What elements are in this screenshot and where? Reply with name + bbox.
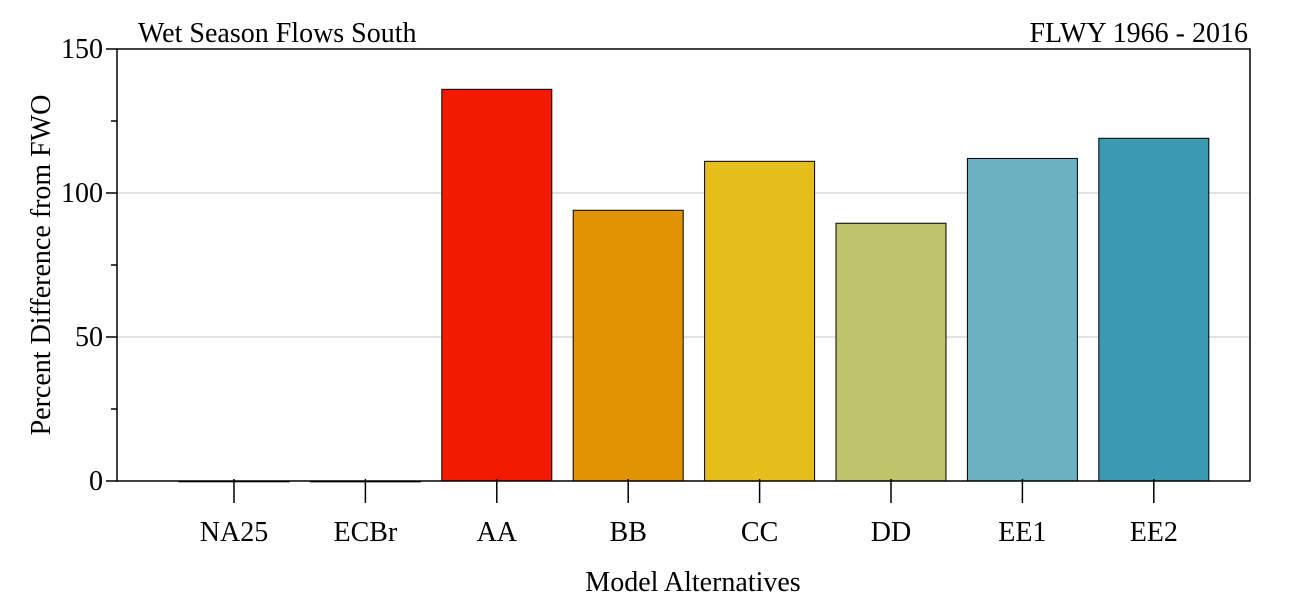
- bar-ee1: [966, 157, 1078, 482]
- bar-ee2: [1098, 137, 1210, 482]
- x-tick-label: CC: [741, 517, 778, 548]
- bar-bb: [572, 209, 684, 482]
- chart-subtitle: FLWY 1966 - 2016: [1029, 18, 1248, 49]
- x-tick-label: ECBr: [334, 517, 398, 548]
- x-tick-label: BB: [610, 517, 647, 548]
- bar-cc: [704, 160, 816, 482]
- bar-aa: [441, 88, 553, 482]
- x-axis-label: Model Alternatives: [585, 567, 800, 598]
- x-tick-label: DD: [871, 517, 911, 548]
- y-tick-label: 150: [61, 34, 103, 65]
- y-tick-label: 50: [75, 322, 103, 353]
- y-tick-label: 100: [61, 178, 103, 209]
- x-axis: NA25 ECBr AA BB CC DD EE1 EE2: [200, 479, 1178, 548]
- x-tick-label: EE1: [998, 517, 1046, 548]
- y-axis: 0 50 100 150: [61, 34, 117, 497]
- bar-dd: [835, 222, 947, 482]
- bars: [178, 88, 1210, 483]
- chart-title: Wet Season Flows South: [138, 18, 417, 49]
- y-tick-label: 0: [89, 466, 103, 497]
- x-tick-label: AA: [477, 517, 518, 548]
- x-tick-label: NA25: [200, 517, 268, 548]
- y-axis-label: Percent Difference from FWO: [26, 95, 57, 436]
- x-tick-label: EE2: [1130, 517, 1178, 548]
